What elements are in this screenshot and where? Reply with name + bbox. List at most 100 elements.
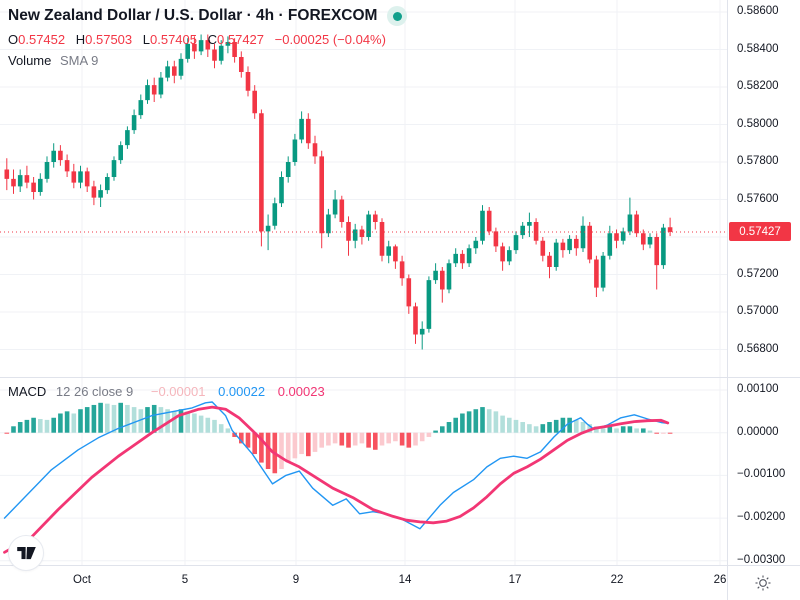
macd-histogram-bar [547,422,552,433]
macd-histogram-bar [460,413,465,433]
macd-histogram-bar [31,417,36,433]
candle-body [339,199,345,222]
macd-histogram-bar [419,432,425,442]
candle-body [172,66,177,76]
pane-divider[interactable] [0,377,800,378]
candle-body [500,246,505,262]
time-tick-label[interactable]: Oct [73,574,91,586]
candle-body [58,150,63,161]
candle-body [480,210,485,241]
price-tick-label[interactable]: 0.58200 [737,80,779,92]
appearance-settings-icon[interactable] [754,574,772,592]
macd-histogram-bar [319,432,324,448]
price-tick-label[interactable]: 0.58000 [737,117,779,130]
candle-body [98,190,103,198]
macd-tick-label[interactable]: −0.00100 [737,468,786,481]
candle-body [440,270,445,290]
price-axis-border[interactable] [727,0,728,600]
macd-params: 12 26 close 9 [55,384,134,399]
macd-histogram-bar [453,417,458,433]
macd-histogram-bar [641,428,646,433]
macd-histogram-bar [165,409,170,433]
candle-body [259,113,264,232]
macd-histogram-bar [138,409,144,433]
price-tick-label[interactable]: 0.57200 [737,267,779,280]
time-tick-label[interactable]: 14 [398,574,412,586]
price-tick-label[interactable]: 0.57000 [737,305,779,317]
macd-histogram-bar [279,432,284,469]
candle-body [661,227,666,266]
candle-body [225,42,231,46]
macd-histogram-bar [105,403,110,433]
candle-body [285,162,291,177]
candle-body [44,162,50,179]
candle-body [239,57,244,72]
candle-body [178,58,184,76]
candle-body [198,40,204,52]
time-axis-border[interactable] [0,565,800,566]
macd-histogram-bar [667,432,673,434]
candle-body [594,259,599,288]
macd-label: MACD [8,384,47,399]
high-label: H [75,32,86,47]
candle-body [105,177,110,191]
candle-body [165,66,170,78]
candle-body [111,160,117,177]
candle-body [507,250,512,262]
market-status-icon[interactable] [387,6,408,26]
candle-body [24,175,30,183]
chart-canvas[interactable] [0,0,727,565]
macd-histogram-bar [433,430,438,433]
candle-body [647,237,653,245]
candle-body [205,40,211,50]
time-tick-label[interactable]: 9 [292,574,300,586]
low-label: L [142,32,150,47]
macd-histogram-bar [84,407,90,433]
macd-tick-label[interactable]: 0.00000 [737,425,779,438]
candle-body [486,210,492,232]
price-tick-label[interactable]: 0.57600 [737,192,779,205]
macd-histogram-bar [192,413,197,433]
candle-body [667,227,673,232]
macd-histogram-bar [493,411,499,433]
candle-body [299,118,304,140]
candle-body [319,156,324,234]
candle-body [393,246,398,262]
macd-histogram-bar [359,432,365,444]
macd-histogram-bar [38,419,43,433]
price-tick-label[interactable]: 0.58400 [737,42,779,55]
macd-histogram-bar [198,415,204,433]
candle-body [279,177,284,204]
macd-histogram-bar [225,428,231,433]
price-tick-label[interactable]: 0.57800 [737,155,779,167]
time-tick-label[interactable]: 22 [610,574,624,586]
macd-histogram-bar [607,426,613,433]
time-tick-label[interactable]: 26 [713,574,727,586]
candle-body [185,43,190,59]
candle-body [252,90,257,114]
tradingview-logo[interactable] [8,535,44,571]
macd-tick-label[interactable]: −0.00300 [737,553,786,566]
macd-histogram-bar [44,419,50,433]
macd-histogram-bar [125,404,130,433]
candle-body [64,160,70,172]
current-price-badge[interactable]: 0.57427 [729,222,791,242]
candle-body [312,143,318,157]
candle-body [406,278,412,307]
candle-body [11,178,16,187]
macd-histogram-bar [634,428,639,433]
macd-histogram-bar [500,415,505,433]
price-tick-label[interactable]: 0.56800 [737,342,779,355]
macd-tick-label[interactable]: −0.00200 [737,511,786,524]
macd-signal-value: 0.00023 [277,384,325,399]
candle-body [78,171,83,183]
price-tick-label[interactable]: 0.58600 [737,5,779,17]
macd-histogram-bar [574,419,579,433]
macd-tick-label[interactable]: 0.00100 [737,383,779,395]
time-tick-label[interactable]: 5 [181,574,189,586]
macd-histogram-bar [205,417,211,433]
time-tick-label[interactable]: 17 [508,574,522,586]
macd-histogram-bar [4,432,10,434]
macd-histogram-bar [299,432,304,455]
